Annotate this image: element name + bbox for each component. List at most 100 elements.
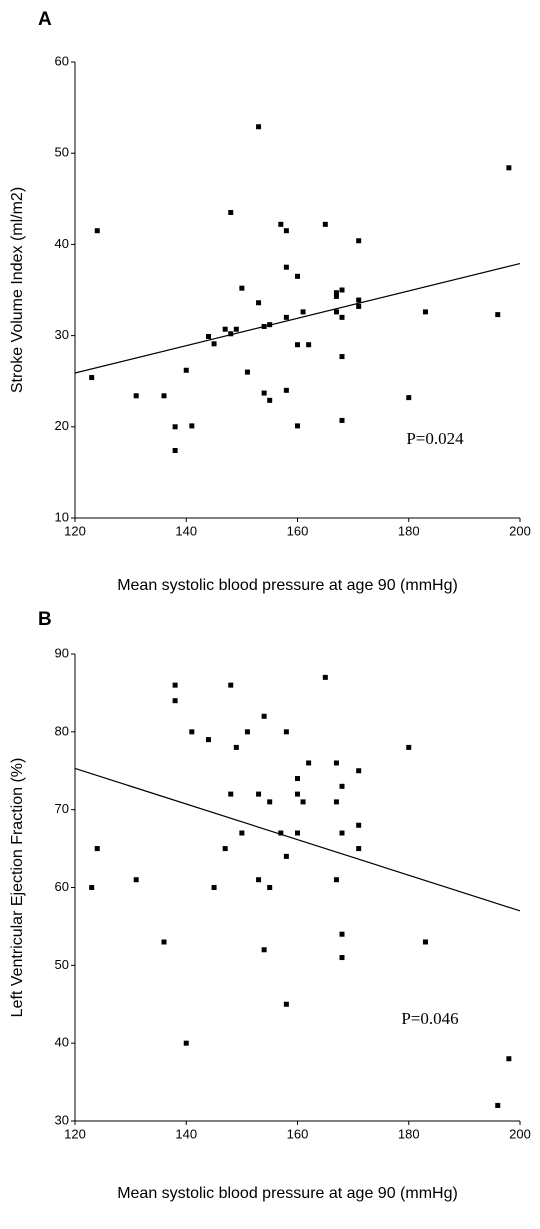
point — [211, 341, 217, 347]
point — [222, 326, 228, 332]
point — [506, 1056, 512, 1062]
point — [406, 744, 412, 750]
point — [283, 729, 289, 735]
point — [306, 342, 312, 348]
point — [295, 273, 300, 279]
point — [295, 776, 300, 782]
point — [94, 228, 100, 234]
point — [256, 877, 262, 883]
point — [261, 390, 267, 396]
x-tick-label: 180 — [398, 1126, 420, 1141]
y-tick-label: 60 — [55, 879, 69, 894]
point — [89, 375, 95, 381]
x-tick-label: 120 — [64, 523, 86, 538]
point — [189, 729, 195, 735]
y-tick-label: 90 — [55, 645, 69, 660]
point — [244, 729, 250, 735]
point — [322, 221, 328, 227]
point — [356, 303, 362, 309]
y-tick-label: 30 — [55, 327, 69, 342]
point — [333, 760, 339, 766]
point — [356, 238, 362, 244]
point — [406, 395, 412, 401]
y-tick-label: 50 — [55, 145, 69, 160]
point — [356, 297, 362, 303]
x-tick-label: 200 — [509, 523, 531, 538]
point — [228, 682, 234, 688]
point — [206, 737, 211, 743]
y-tick-label: 60 — [55, 53, 69, 68]
point — [506, 165, 512, 171]
x-tick-label: 180 — [398, 523, 420, 538]
point — [222, 846, 228, 852]
point — [239, 285, 245, 291]
point — [356, 822, 362, 828]
point — [172, 698, 178, 704]
y-tick-label: 30 — [55, 1112, 69, 1127]
point — [172, 682, 178, 688]
point — [278, 830, 284, 836]
point — [295, 423, 300, 429]
point — [283, 1001, 289, 1007]
point — [295, 791, 300, 797]
y-tick-label: 40 — [55, 1035, 69, 1050]
point — [283, 853, 289, 859]
point — [211, 885, 217, 890]
point — [172, 424, 178, 430]
point — [339, 354, 345, 360]
point — [300, 309, 306, 315]
point — [333, 799, 339, 805]
point — [283, 264, 289, 270]
point — [239, 830, 245, 836]
point — [206, 334, 211, 340]
point — [333, 293, 339, 299]
point — [339, 314, 345, 320]
point — [422, 309, 428, 315]
point — [306, 760, 312, 766]
point — [267, 799, 273, 805]
x-tick-label: 200 — [509, 1126, 531, 1141]
point — [339, 931, 345, 937]
point — [278, 221, 284, 227]
point — [295, 342, 300, 348]
x-tick-label: 160 — [287, 1126, 309, 1141]
point — [261, 713, 267, 719]
point — [189, 423, 195, 429]
annotation: P=0.024 — [406, 429, 464, 448]
point — [422, 939, 428, 945]
trend-line — [74, 767, 521, 912]
point — [228, 331, 234, 337]
x-axis-title: Mean systolic blood pressure at age 90 (… — [117, 1185, 458, 1202]
x-axis-title: Mean systolic blood pressure at age 90 (… — [117, 577, 458, 594]
y-tick-label: 20 — [55, 418, 69, 433]
point — [183, 367, 189, 373]
panel-label: A — [38, 9, 52, 30]
x-tick-label: 140 — [175, 523, 197, 538]
point — [495, 312, 501, 318]
point — [339, 287, 345, 293]
point — [233, 744, 239, 750]
point — [339, 783, 345, 789]
point — [283, 387, 289, 393]
point — [283, 314, 289, 320]
point — [495, 1102, 501, 1108]
point — [228, 209, 234, 215]
y-tick-label: 50 — [55, 957, 69, 972]
y-tick-label: 80 — [55, 723, 69, 738]
point — [133, 393, 139, 399]
point — [333, 309, 339, 315]
point — [333, 290, 339, 296]
point — [267, 397, 273, 403]
point — [183, 1040, 189, 1046]
point — [161, 939, 167, 945]
point — [295, 830, 300, 836]
point — [172, 448, 178, 454]
point — [333, 877, 339, 883]
y-tick-label: 40 — [55, 236, 69, 251]
y-axis-title: Left Ventricular Ejection Fraction (%) — [9, 758, 26, 1018]
trend-line — [74, 262, 521, 374]
point — [283, 228, 289, 234]
point — [256, 300, 262, 306]
